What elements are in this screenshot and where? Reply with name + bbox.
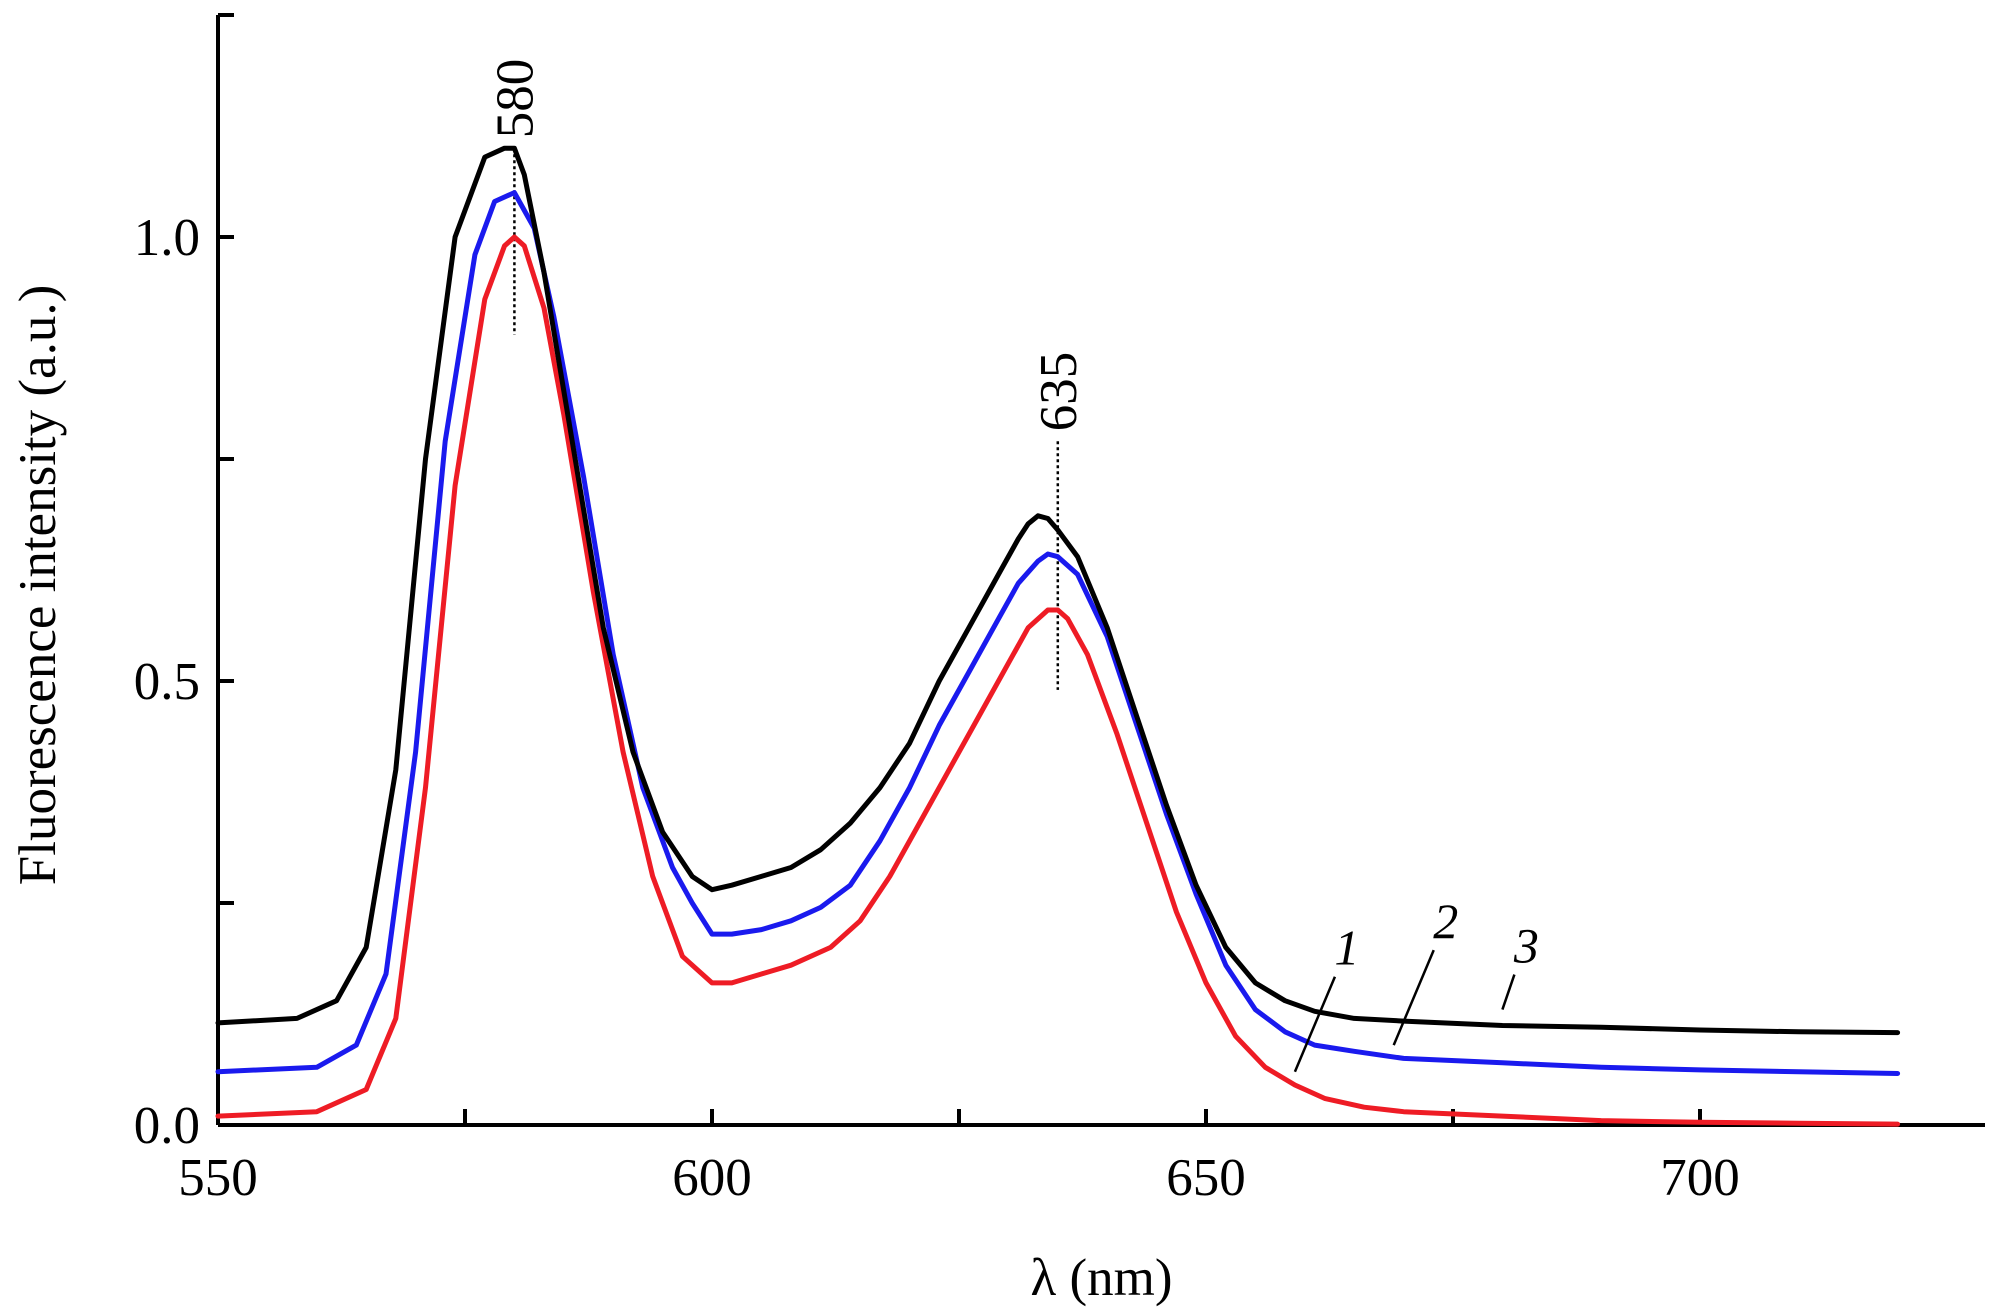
x-tick-label: 600 [672,1149,752,1207]
x-axis-title: λ (nm) [1031,1249,1173,1307]
series-line-2 [215,190,1901,1076]
curve-label-3: 3 [1513,918,1539,974]
peak-label-635: 635 [1030,352,1088,432]
series-line-1 [215,234,1901,1127]
peak-markers: 580 635 [486,59,1088,690]
x-tick-label: 650 [1166,1149,1246,1207]
x-ticks: 550 600 650 700 [178,1109,1740,1207]
series-line-3 [215,145,1901,1036]
peak-label-580: 580 [486,59,544,139]
y-tick-label: 0.0 [134,1097,200,1155]
x-tick-label: 700 [1660,1149,1740,1207]
curve-leader-1 [1293,976,1337,1073]
curve-label-2: 2 [1433,893,1458,949]
series-group [215,145,1901,1127]
y-tick-label: 0.5 [134,653,200,711]
x-tick-label: 550 [178,1149,258,1207]
curve-leader-2 [1392,949,1435,1046]
curve-label-1: 1 [1334,920,1359,976]
curve-leader-3 [1501,974,1516,1010]
y-ticks: 0.0 0.5 1.0 [134,13,234,1155]
y-axis-title: Fluorescence intensity (a.u.) [9,285,67,885]
y-tick-label: 1.0 [134,209,200,267]
axes [216,15,1985,1127]
